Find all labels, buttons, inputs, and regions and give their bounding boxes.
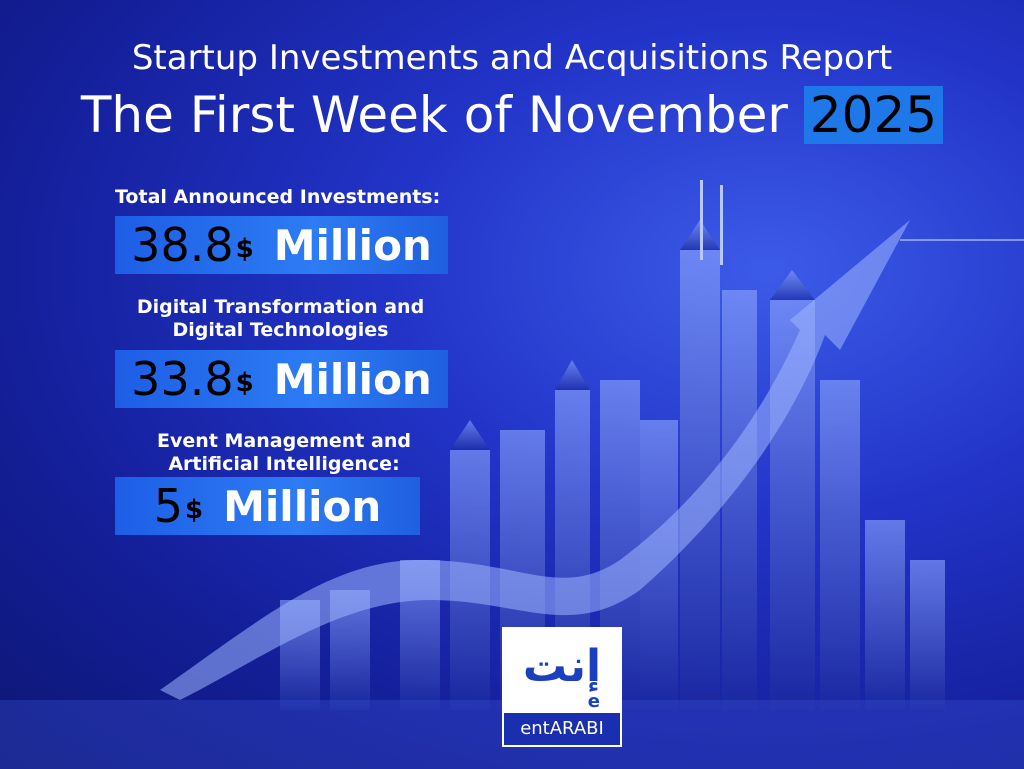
- stat-unit: Million: [223, 481, 382, 531]
- stat-box: 33.8 $ Million: [115, 350, 448, 408]
- stat-label: Digital Transformation and Digital Techn…: [136, 296, 425, 341]
- stat-amount: 5: [153, 479, 184, 533]
- stat-currency: $: [185, 495, 204, 525]
- stat-amount: 33.8: [131, 352, 234, 406]
- logo-name: entARABI: [520, 718, 604, 739]
- logo-letter: e: [587, 691, 600, 712]
- stat-box: 38.8 $ Million: [115, 216, 448, 274]
- stat-currency: $: [235, 234, 254, 264]
- stat-amount: 38.8: [131, 218, 234, 272]
- stat-unit: Million: [273, 220, 432, 270]
- stat-label: Total Announced Investments:: [115, 186, 441, 208]
- subtitle-text: The First Week of November: [80, 86, 788, 144]
- report-title: Startup Investments and Acquisitions Rep…: [131, 38, 893, 78]
- stat-currency: $: [235, 368, 254, 398]
- logo: إنت e entARABI: [502, 627, 622, 747]
- stat-unit: Million: [273, 354, 432, 404]
- report-subtitle: The First Week of November 2025: [0, 86, 1024, 144]
- logo-mark: إنت e: [504, 629, 620, 713]
- year-badge: 2025: [803, 86, 944, 144]
- stat-label: Event Management and Artificial Intellig…: [157, 430, 411, 475]
- logo-arabic: إنت: [522, 641, 602, 692]
- stat-box: 5 $ Million: [115, 477, 420, 535]
